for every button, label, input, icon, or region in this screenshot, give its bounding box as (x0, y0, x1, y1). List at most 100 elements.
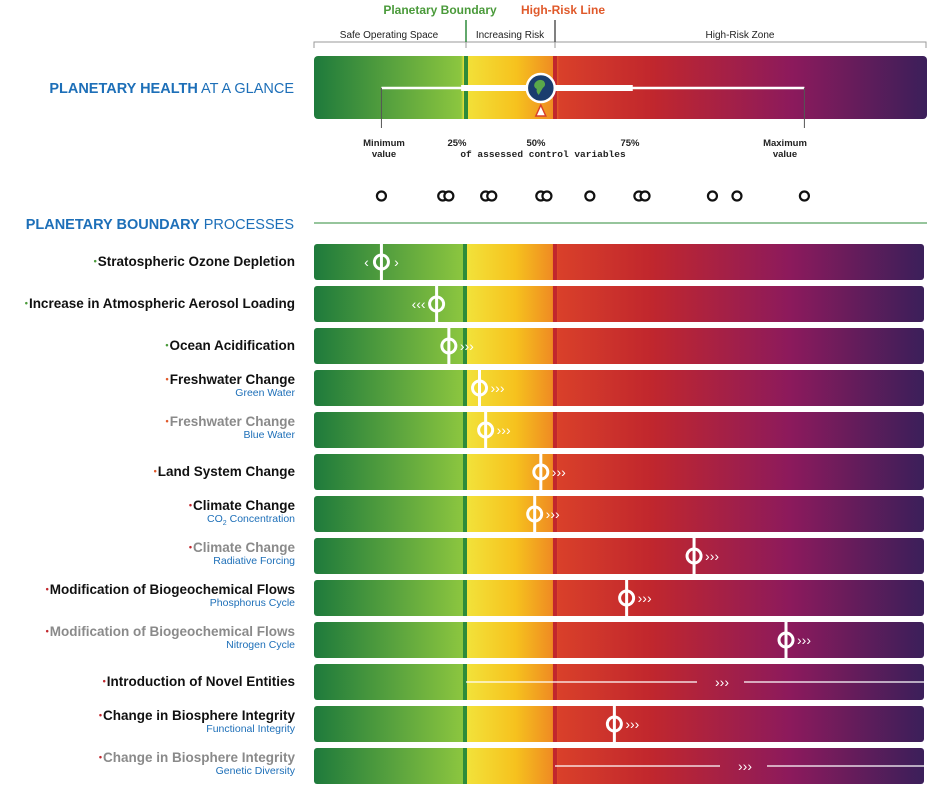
category-dot-icon: • (45, 626, 49, 636)
row-status-marker (618, 589, 636, 607)
row-high-risk-line (553, 538, 557, 574)
row-boundary-line (463, 496, 467, 532)
row-boundary-line (463, 454, 467, 490)
trend-right-chevron-icon: › (394, 254, 399, 270)
process-label: •Introduction of Novel Entities (0, 674, 295, 689)
row-gradient-bar (314, 454, 924, 490)
process-name: •Introduction of Novel Entities (0, 674, 295, 689)
process-name-text: Introduction of Novel Entities (106, 674, 295, 689)
max-label-2: value (773, 149, 797, 160)
row-high-risk-line (553, 370, 557, 406)
process-row: ››› (314, 412, 924, 448)
processes-title: PLANETARY BOUNDARY PROCESSES (26, 217, 294, 233)
row-high-risk-line (553, 412, 557, 448)
row-gradient-bar (314, 328, 924, 364)
glance-summary-marks (380, 72, 805, 128)
process-row: ‹‹‹ (314, 286, 924, 322)
process-name: •Ocean Acidification (0, 338, 295, 353)
process-label: •Modification of Biogeochemical Flows Nit… (0, 624, 295, 652)
row-gradient-bar (314, 496, 924, 532)
process-name: •Freshwater Change (0, 414, 295, 429)
row-boundary-line (463, 580, 467, 616)
process-name: •Change in Biosphere Integrity (0, 750, 295, 765)
process-row: ››› (314, 748, 927, 784)
processes-title-bold: PLANETARY BOUNDARY (26, 217, 200, 233)
row-gradient-bar (314, 538, 924, 574)
summary-dot (443, 190, 455, 202)
trend-chevrons-icon: ››› (546, 506, 560, 522)
process-subtitle: Phosphorus Cycle (209, 597, 295, 609)
row-status-marker (777, 631, 795, 649)
process-subtitle: Functional Integrity (206, 723, 295, 735)
zone-increasing-label: Increasing Risk (476, 30, 545, 41)
summary-dot (375, 190, 388, 202)
category-dot-icon: • (93, 256, 97, 266)
process-name: •Freshwater Change (0, 372, 295, 387)
row-boundary-line (463, 370, 467, 406)
process-label: •Increase in Atmospheric Aerosol Loading (0, 296, 295, 311)
process-label: •Climate Change CO2 Concentration (0, 498, 295, 530)
row-boundary-line (463, 328, 467, 364)
category-dot-icon: • (165, 416, 169, 426)
category-dot-icon: • (165, 340, 169, 350)
process-name-text: Land System Change (157, 464, 295, 479)
process-row: ››› (314, 664, 927, 700)
process-row: ››› (314, 496, 924, 532)
row-gradient-bar (314, 244, 924, 280)
summary-dot (541, 190, 553, 202)
process-name-text: Change in Biosphere Integrity (102, 750, 295, 765)
process-name: •Modification of Biogeochemical Flows (0, 624, 295, 639)
glance-title-bold: PLANETARY HEALTH (49, 81, 198, 97)
process-row: ››› (314, 706, 924, 742)
row-status-marker (532, 463, 550, 481)
processes-title-rest: PROCESSES (200, 217, 294, 233)
process-subtitle: CO2 Concentration (207, 513, 295, 528)
row-status-marker (526, 505, 544, 523)
row-high-risk-line (553, 706, 557, 742)
trend-chevrons-icon: ››› (491, 380, 505, 396)
process-subtitle: Blue Water (243, 429, 295, 441)
row-high-risk-line (553, 622, 557, 658)
p25-label: 25% (447, 138, 467, 149)
p75-label: 75% (620, 138, 640, 149)
category-dot-icon: • (102, 676, 106, 686)
process-name-text: Freshwater Change (169, 414, 295, 429)
process-label: •Change in Biosphere Integrity Genetic Di… (0, 750, 295, 778)
glance-caption: of assessed control variables (460, 149, 626, 160)
process-name: •Climate Change (0, 498, 295, 513)
zone-brackets (313, 20, 927, 48)
max-label-1: Maximum (763, 138, 807, 149)
row-boundary-line (463, 244, 467, 280)
summary-dot (584, 190, 596, 202)
trend-chevrons-icon: ››› (460, 338, 474, 354)
row-high-risk-line (553, 244, 557, 280)
row-gradient-bar (314, 370, 924, 406)
row-high-risk-line (553, 286, 557, 322)
category-dot-icon: • (45, 584, 49, 594)
row-high-risk-line (553, 580, 557, 616)
process-name-text: Modification of Biogeochemical Flows (49, 582, 295, 597)
row-high-risk-line (553, 328, 557, 364)
high-risk-line-label: High-Risk Line (521, 3, 605, 17)
trend-chevrons-icon: ››› (715, 674, 729, 690)
process-label: •Freshwater Change Green Water (0, 372, 295, 400)
min-label-1: Minimum (363, 138, 405, 149)
row-gradient-bar (314, 706, 924, 742)
process-label: •Stratospheric Ozone Depletion (0, 254, 295, 269)
row-gradient-bar (314, 286, 924, 322)
trend-chevrons-icon: ››› (497, 422, 511, 438)
process-row: ››› (314, 580, 924, 616)
process-label: •Climate Change Radiative Forcing (0, 540, 295, 568)
category-dot-icon: • (153, 466, 157, 476)
summary-dot (639, 190, 651, 202)
process-row: ››› (314, 622, 924, 658)
process-row: ››› (314, 538, 924, 574)
row-status-marker (471, 379, 489, 397)
row-gradient-bar (314, 412, 924, 448)
process-name-text: Climate Change (192, 540, 295, 555)
min-label-2: value (372, 149, 396, 160)
row-status-marker (372, 253, 390, 271)
trend-chevrons-icon: ››› (738, 758, 752, 774)
